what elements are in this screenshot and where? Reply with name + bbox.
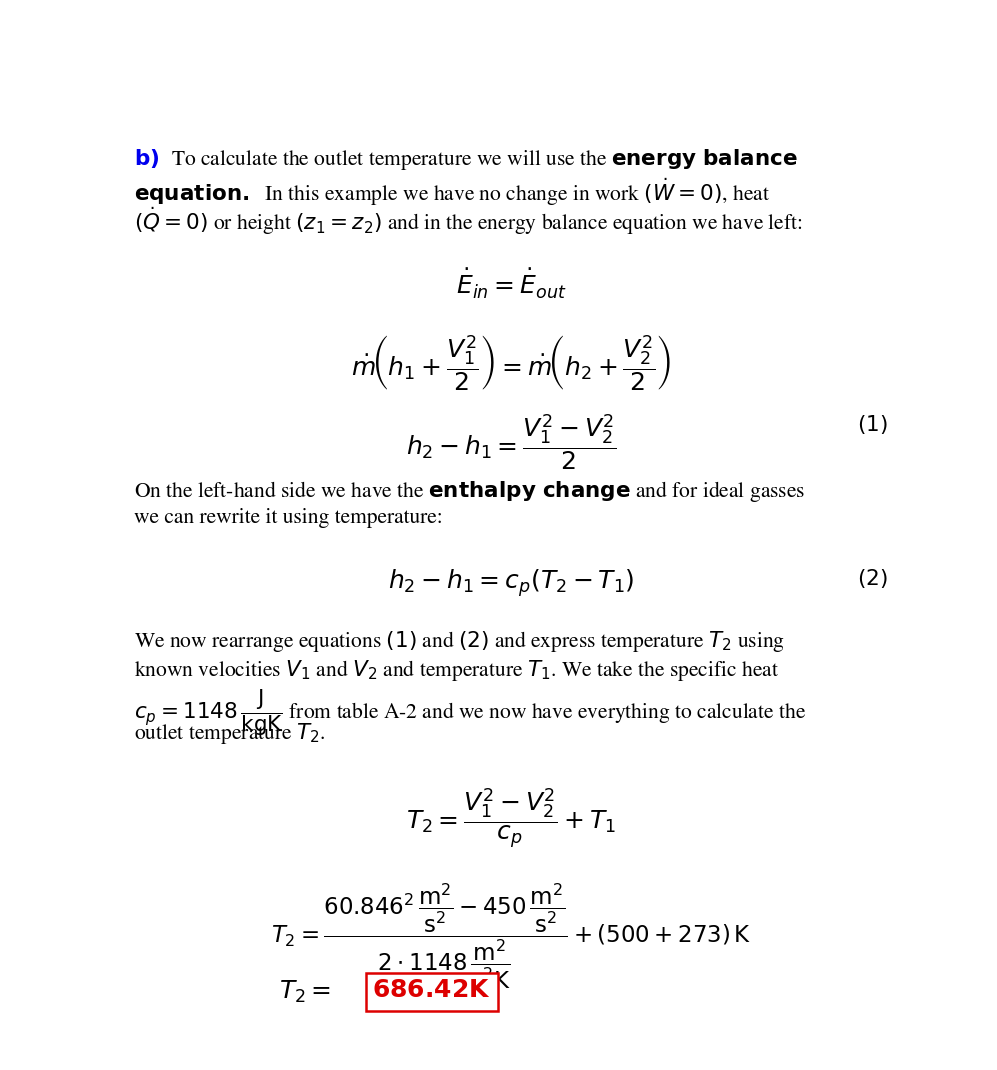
Text: $h_2 - h_1 = \dfrac{V_1^2 - V_2^2}{2}$: $h_2 - h_1 = \dfrac{V_1^2 - V_2^2}{2}$ (406, 413, 616, 473)
Text: $\mathbf{b)}$: $\mathbf{b)}$ (134, 147, 160, 169)
Text: On the left-hand side we have the $\mathbf{enthalpy\ change}$ and for ideal gass: On the left-hand side we have the $\math… (134, 478, 806, 504)
Text: $\dot{E}_{in} = \dot{E}_{out}$: $\dot{E}_{in} = \dot{E}_{out}$ (456, 266, 566, 301)
Text: outlet temperature $T_2$.: outlet temperature $T_2$. (134, 721, 325, 746)
Text: known velocities $V_1$ and $V_2$ and temperature $T_1$. We take the specific hea: known velocities $V_1$ and $V_2$ and tem… (134, 658, 779, 683)
Text: $T_2 = \dfrac{V_1^2 - V_2^2}{c_p} + T_1$: $T_2 = \dfrac{V_1^2 - V_2^2}{c_p} + T_1$ (406, 786, 616, 852)
Text: We now rearrange equations $(1)$ and $(2)$ and express temperature $T_2$ using: We now rearrange equations $(1)$ and $(2… (134, 629, 785, 654)
Text: $h_2 - h_1 = c_p\left(T_2 - T_1\right)$: $h_2 - h_1 = c_p\left(T_2 - T_1\right)$ (388, 567, 634, 599)
Text: $c_p = 1148\,\dfrac{\mathrm{J}}{\mathrm{kgK}}$ from table A-2 and we now have ev: $c_p = 1148\,\dfrac{\mathrm{J}}{\mathrm{… (134, 687, 807, 738)
Text: $(\dot{Q} = 0)$ or height $(z_1 = z_2)$ and in the energy balance equation we ha: $(\dot{Q} = 0)$ or height $(z_1 = z_2)$ … (134, 205, 803, 236)
Text: $T_2 = \dfrac{60.846^2\,\dfrac{\mathrm{m}^2}{\mathrm{s}^2} - 450\,\dfrac{\mathrm: $T_2 = \dfrac{60.846^2\,\dfrac{\mathrm{m… (271, 882, 751, 991)
Text: $\mathbf{686.42K}$: $\mathbf{686.42K}$ (373, 979, 492, 1003)
Text: $\mathbf{equation.}$  In this example we have no change in work $(\dot{W} = 0)$,: $\mathbf{equation.}$ In this example we … (134, 175, 771, 208)
Text: To calculate the outlet temperature we will use the $\mathbf{energy\ balance}$: To calculate the outlet temperature we w… (170, 147, 798, 171)
Text: $\dot{m}\!\left(h_1 + \dfrac{V_1^2}{2}\right) = \dot{m}\!\left(h_2 + \dfrac{V_2^: $\dot{m}\!\left(h_1 + \dfrac{V_1^2}{2}\r… (351, 334, 671, 395)
Text: $T_2 = $: $T_2 = $ (279, 979, 331, 1005)
FancyBboxPatch shape (366, 973, 498, 1011)
Text: $(1)$: $(1)$ (857, 413, 888, 435)
Text: $(2)$: $(2)$ (857, 567, 888, 591)
Text: we can rewrite it using temperature:: we can rewrite it using temperature: (134, 508, 443, 528)
